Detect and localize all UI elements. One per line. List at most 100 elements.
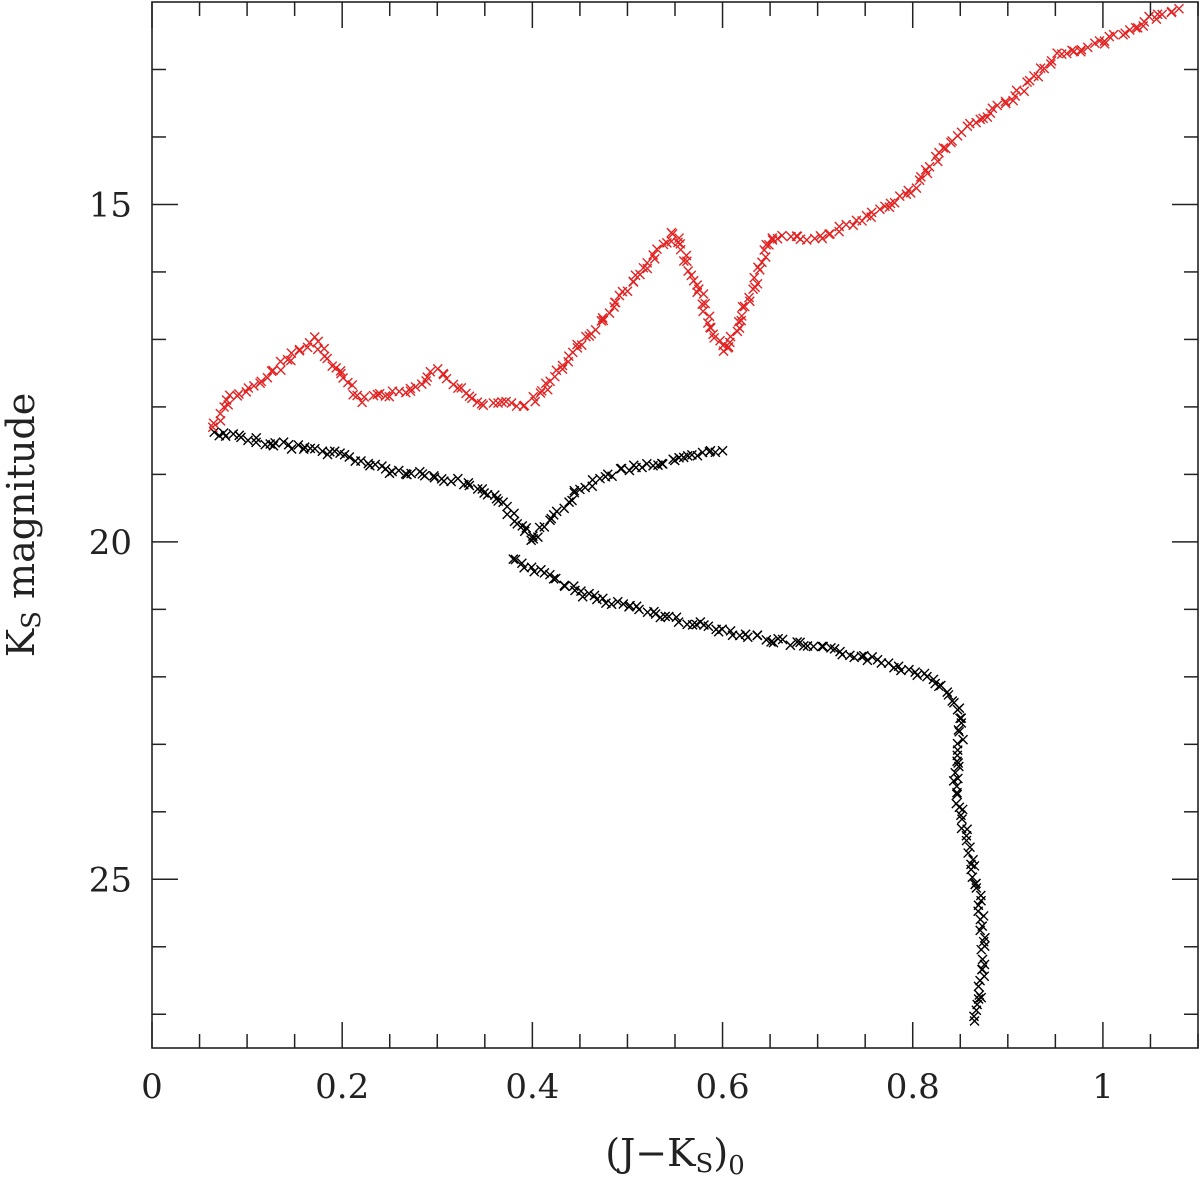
giant-point-marker: [1061, 48, 1072, 59]
point-marker: [692, 450, 703, 461]
giant-point-marker: [374, 388, 385, 399]
point-marker: [293, 439, 304, 450]
point-marker: [235, 432, 246, 443]
giant-point-marker: [651, 244, 662, 255]
giant-point-marker: [848, 220, 859, 231]
point-marker: [472, 484, 483, 495]
giant-point-marker: [1035, 63, 1046, 74]
point-marker: [952, 704, 963, 715]
giant-point-marker: [911, 183, 922, 194]
giant-point-marker: [372, 389, 383, 400]
point-marker: [818, 641, 829, 652]
giant-point-marker: [834, 221, 845, 232]
point-marker: [519, 526, 530, 537]
point-marker: [867, 651, 878, 662]
y-tick-label: 25: [89, 860, 132, 900]
point-marker: [309, 443, 320, 454]
point-marker: [825, 642, 836, 653]
point-marker: [329, 446, 340, 457]
giant-point-marker: [215, 408, 226, 419]
point-marker: [976, 992, 987, 1003]
point-marker: [687, 619, 698, 630]
point-marker: [953, 757, 964, 768]
x-tick-label: 0.6: [696, 1067, 750, 1107]
point-marker: [575, 586, 586, 597]
point-marker: [539, 567, 550, 578]
point-marker: [942, 687, 953, 698]
point-marker: [584, 588, 595, 599]
point-marker: [548, 573, 559, 584]
giant-point-marker: [286, 348, 297, 359]
point-marker: [975, 914, 986, 925]
point-marker: [792, 637, 803, 648]
giant-point-marker: [380, 390, 391, 401]
giant-point-marker: [493, 398, 503, 409]
giant-point-marker: [452, 383, 463, 394]
giant-point-marker: [709, 332, 720, 343]
point-marker: [948, 775, 959, 786]
giant-point-marker: [809, 233, 820, 244]
point-marker: [577, 591, 588, 602]
giant-point-marker: [698, 306, 709, 317]
giant-point-marker: [705, 322, 716, 333]
point-marker: [551, 506, 562, 517]
giant-point-marker: [924, 161, 935, 172]
giant-point-marker: [335, 365, 346, 376]
giant-point-marker: [256, 376, 267, 387]
giant-point-marker: [384, 391, 395, 402]
giant-point-marker: [749, 272, 760, 283]
point-marker: [641, 458, 652, 469]
point-marker: [286, 444, 297, 455]
x-tick-label: 0.4: [505, 1067, 559, 1107]
point-marker: [976, 944, 987, 955]
giant-point-marker: [580, 331, 591, 342]
giant-point-marker: [1019, 86, 1030, 97]
giant-point-marker: [1124, 25, 1135, 36]
point-marker: [798, 640, 809, 651]
giant-point-marker: [422, 372, 433, 383]
giant-point-marker: [889, 197, 900, 208]
point-marker: [970, 879, 981, 890]
giant-point-marker: [496, 397, 507, 408]
point-marker: [785, 640, 796, 651]
giant-point-marker: [737, 301, 748, 312]
point-marker: [969, 1016, 980, 1027]
giant-point-marker: [1010, 91, 1021, 102]
point-marker: [657, 458, 668, 469]
point-marker: [742, 632, 753, 643]
giant-point-marker: [1157, 9, 1168, 20]
point-marker: [508, 554, 519, 565]
point-marker: [591, 594, 602, 605]
giant-point-marker: [658, 239, 669, 250]
giant-point-marker: [801, 235, 812, 246]
giant-point-marker: [294, 344, 305, 355]
giant-point-marker: [506, 397, 517, 408]
point-marker: [559, 503, 570, 514]
point-marker: [228, 429, 239, 440]
data-points: [207, 3, 1184, 1027]
point-marker: [278, 437, 289, 448]
point-marker: [597, 593, 608, 604]
point-marker: [567, 495, 578, 506]
point-marker: [933, 681, 944, 692]
point-marker: [975, 925, 986, 936]
giant-point-marker: [549, 371, 560, 382]
giant-point-marker: [756, 257, 767, 268]
point-marker: [953, 761, 964, 772]
giant-point-marker: [885, 198, 896, 209]
point-marker: [973, 981, 984, 992]
giant-point-marker: [678, 255, 689, 266]
point-marker: [958, 734, 969, 745]
point-marker: [895, 665, 906, 676]
point-marker: [564, 497, 575, 508]
point-marker: [355, 455, 366, 466]
giant-point-marker: [576, 340, 587, 351]
point-marker: [903, 664, 914, 675]
giant-point-marker: [1082, 42, 1093, 53]
giant-point-marker: [938, 142, 949, 153]
point-marker: [344, 451, 355, 462]
point-marker: [829, 643, 840, 654]
giant-point-marker: [368, 390, 379, 401]
point-marker: [569, 487, 580, 498]
point-marker: [574, 484, 585, 495]
